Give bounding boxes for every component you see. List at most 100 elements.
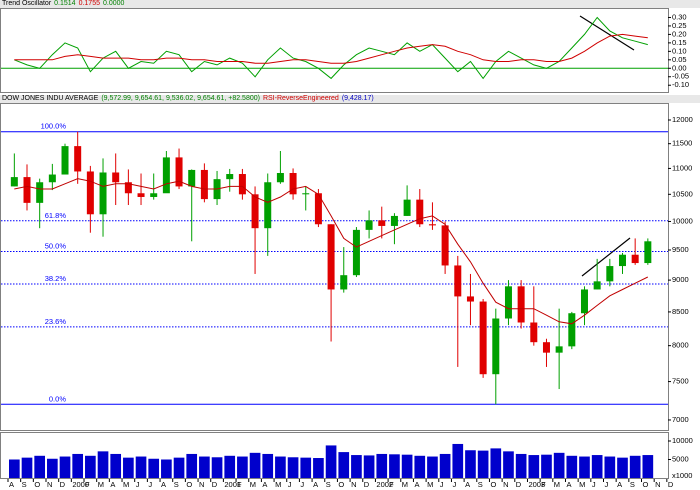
x-tick-label: S [326, 480, 331, 489]
candle-body [200, 169, 208, 200]
x-tick-label: J [604, 480, 608, 489]
candle-body [150, 193, 158, 197]
candle-body [10, 177, 18, 187]
panel-frame [0, 8, 669, 93]
y-tick-label: 0.05 [672, 55, 687, 64]
y-tick-label: 7500 [672, 377, 689, 386]
candle-body [175, 157, 183, 187]
bar [47, 458, 58, 478]
header-bar [0, 95, 700, 103]
bar [110, 453, 122, 478]
x-tick-label: F [237, 480, 242, 489]
x-tick-label: J [300, 480, 304, 489]
x-tick-label: M [250, 480, 256, 489]
bar [439, 453, 451, 478]
candle-body [390, 215, 398, 226]
y-tick-label: 11000 [672, 163, 692, 172]
candle-body [302, 193, 310, 195]
x-tick-label: J [288, 480, 292, 489]
candle-body [86, 171, 94, 215]
x-tick-label: 2002 [376, 480, 393, 489]
bar [414, 455, 426, 478]
bar [642, 455, 654, 478]
x-tick-label: A [161, 480, 166, 489]
candle-body [378, 220, 386, 226]
bar [427, 456, 438, 478]
candle-body [428, 224, 436, 226]
candle-body [112, 172, 120, 183]
x-tick-label: D [668, 480, 674, 489]
candle-body [264, 182, 272, 229]
candle-body [162, 157, 170, 194]
x-tick-label: F [389, 480, 394, 489]
candle-body [48, 174, 56, 183]
candle-body [61, 146, 69, 175]
bar [237, 456, 248, 478]
bar [173, 457, 185, 478]
bar [224, 455, 236, 478]
y-tick-label: 5000 [672, 454, 689, 463]
candle-body [238, 174, 246, 195]
bar [313, 458, 324, 478]
price-title: DOW JONES INDU AVERAGE [2, 95, 99, 102]
candle-body [99, 172, 107, 215]
bar [325, 445, 337, 478]
x-tick-label: A [313, 480, 318, 489]
bar [59, 456, 71, 478]
osc-value: 0.1514 [54, 0, 76, 7]
candle-body [289, 172, 297, 195]
bar [363, 455, 375, 478]
x-tick-label: M [275, 480, 281, 489]
candle-body [530, 322, 538, 343]
candle-body [580, 289, 588, 314]
x-tick-label: D [364, 480, 370, 489]
x-tick-label: M [98, 480, 104, 489]
x-tick-label: F [85, 480, 90, 489]
fib-label: 61.8% [45, 211, 67, 220]
candle-body [618, 254, 626, 267]
candle-body [74, 146, 82, 172]
bar [604, 456, 616, 478]
candle-body [23, 177, 31, 203]
y-tick-label: 7000 [672, 415, 689, 424]
candle-body [276, 172, 284, 183]
y-tick-label: 11500 [672, 139, 692, 148]
y-tick-label: 12000 [672, 115, 693, 124]
x-tick-label: 2003 [528, 480, 545, 489]
candle-body [137, 193, 145, 197]
y-tick-label: -0.05 [672, 72, 689, 81]
candle-body [542, 342, 550, 353]
candle-body [492, 318, 500, 375]
x-tick-label: S [22, 480, 27, 489]
y-tick-label: 0.30 [672, 12, 687, 21]
bar [553, 452, 565, 478]
x-tick-label: O [338, 480, 344, 489]
x-tick-label: M [579, 480, 585, 489]
y-tick-label: 10000 [672, 216, 693, 225]
x-tick-label: J [148, 480, 152, 489]
x-tick-label: 2001 [224, 480, 241, 489]
candle-body [441, 225, 449, 266]
bar [566, 455, 578, 478]
candle-body [226, 174, 234, 180]
bar [515, 453, 527, 478]
legend-entry: RSI-ReverseEngineered [262, 95, 339, 102]
x-tick-label: S [478, 480, 483, 489]
candle-body [517, 286, 525, 323]
bar [186, 453, 198, 478]
x-tick-label: D [516, 480, 522, 489]
y-tick-label: 0.15 [672, 38, 687, 47]
candle-body [251, 194, 259, 229]
osc-value: 0.1755 [78, 0, 100, 7]
bar [465, 450, 476, 478]
y-tick-label: 8000 [672, 341, 689, 350]
candle-body [365, 220, 373, 230]
bar [338, 452, 350, 478]
series-line [14, 16, 648, 80]
y-tick-label: 10000 [672, 436, 693, 445]
bar [275, 456, 286, 478]
bar [262, 453, 274, 478]
bar [591, 455, 603, 478]
